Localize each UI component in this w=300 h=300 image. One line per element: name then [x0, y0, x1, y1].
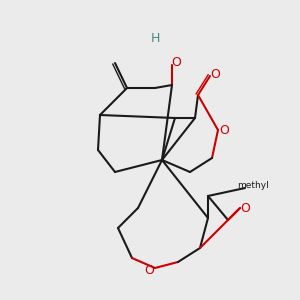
Text: H: H	[150, 32, 160, 46]
Text: O: O	[144, 263, 154, 277]
Text: O: O	[240, 202, 250, 214]
Text: O: O	[210, 68, 220, 82]
Text: methyl: methyl	[237, 182, 269, 190]
Text: O: O	[219, 124, 229, 136]
Text: O: O	[171, 56, 181, 70]
